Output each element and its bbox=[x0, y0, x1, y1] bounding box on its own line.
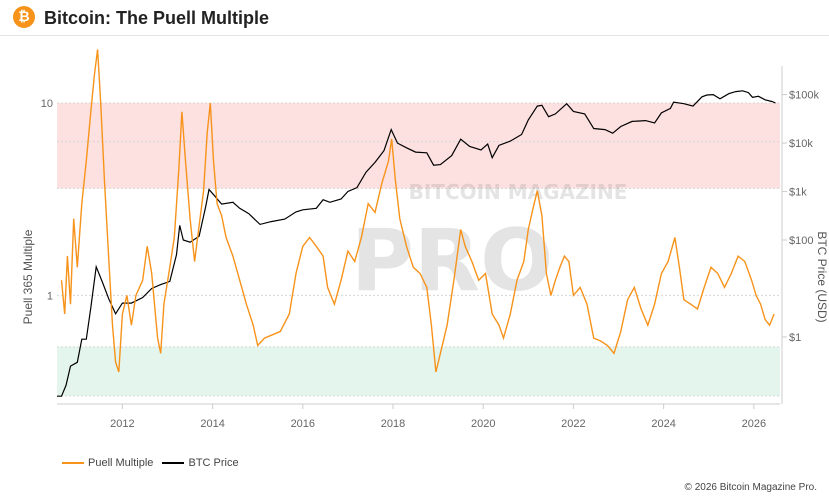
x-tick-label: 2024 bbox=[651, 418, 675, 430]
chart-legend: Puell Multiple BTC Price bbox=[62, 455, 245, 469]
watermark-top-text: BITCOIN MAGAZINE bbox=[409, 180, 628, 204]
right-y-axis: $1 $100 $1k $10k $100k bbox=[781, 66, 819, 404]
right-tick-label: $1k bbox=[789, 187, 807, 199]
legend-swatch-puell bbox=[62, 462, 84, 464]
x-tick-label: 2026 bbox=[742, 418, 766, 430]
legend-item-puell[interactable]: Puell Multiple bbox=[62, 457, 153, 469]
x-tick-label: 2016 bbox=[291, 418, 315, 430]
left-y-axis: 1 10 bbox=[41, 98, 53, 302]
x-tick-label: 2018 bbox=[381, 418, 405, 430]
bitcoin-logo-icon: ₿ bbox=[13, 6, 35, 28]
zone-bands bbox=[57, 102, 780, 396]
right-tick-label: $100k bbox=[789, 90, 819, 102]
x-tick-label: 2014 bbox=[200, 418, 224, 430]
legend-swatch-price bbox=[162, 462, 185, 464]
right-tick-label: $1 bbox=[789, 332, 801, 344]
page-title: Bitcoin: The Puell Multiple bbox=[44, 8, 269, 28]
right-axis-title: BTC Price (USD) bbox=[815, 231, 829, 322]
left-tick-label: 1 bbox=[47, 290, 53, 302]
x-axis: 2012 2014 2016 2018 2020 2022 2024 2026 bbox=[57, 403, 780, 430]
puell-multiple-line bbox=[60, 49, 775, 373]
left-axis-title: Puell 365 Multiple bbox=[21, 229, 35, 324]
legend-label-puell: Puell Multiple bbox=[88, 457, 154, 469]
zone-band-0 bbox=[57, 102, 780, 189]
x-tick-label: 2012 bbox=[110, 418, 134, 430]
legend-label-price: BTC Price bbox=[188, 457, 239, 469]
right-tick-label: $10k bbox=[789, 138, 813, 150]
x-tick-label: 2020 bbox=[471, 418, 495, 430]
zone-band-1 bbox=[57, 346, 780, 396]
left-tick-label: 10 bbox=[41, 98, 53, 110]
chart-header: ₿ Bitcoin: The Puell Multiple bbox=[0, 0, 829, 36]
right-tick-label: $100 bbox=[789, 235, 813, 247]
x-tick-label: 2022 bbox=[561, 418, 585, 430]
copyright-text: © 2026 Bitcoin Magazine Pro. bbox=[684, 482, 817, 493]
legend-item-price[interactable]: BTC Price bbox=[162, 457, 239, 469]
btc-price-line bbox=[57, 90, 776, 397]
puell-multiple-chart[interactable]: BITCOIN MAGAZINE PRO 2012 2014 2016 2018 202… bbox=[0, 36, 829, 476]
